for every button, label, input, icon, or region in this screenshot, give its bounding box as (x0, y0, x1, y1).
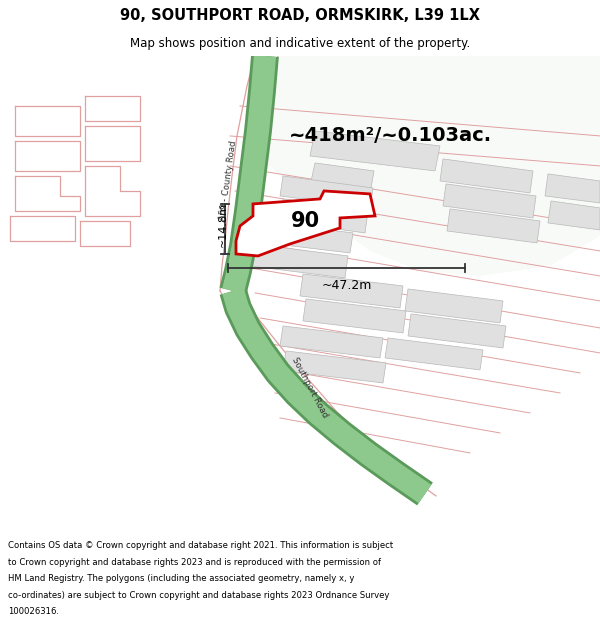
Polygon shape (283, 351, 386, 383)
Text: 90, SOUTHPORT ROAD, ORMSKIRK, L39 1LX: 90, SOUTHPORT ROAD, ORMSKIRK, L39 1LX (120, 8, 480, 23)
Text: co-ordinates) are subject to Crown copyright and database rights 2023 Ordnance S: co-ordinates) are subject to Crown copyr… (8, 591, 389, 599)
Polygon shape (250, 221, 353, 253)
Text: A59 - County Road: A59 - County Road (218, 141, 238, 221)
Text: HM Land Registry. The polygons (including the associated geometry, namely x, y: HM Land Registry. The polygons (includin… (8, 574, 354, 583)
Text: Southport Road: Southport Road (290, 356, 330, 419)
Polygon shape (245, 56, 600, 276)
Polygon shape (280, 326, 383, 358)
Polygon shape (250, 244, 348, 278)
Polygon shape (310, 131, 440, 171)
Polygon shape (405, 289, 503, 323)
Polygon shape (447, 209, 540, 243)
Text: Map shows position and indicative extent of the property.: Map shows position and indicative extent… (130, 37, 470, 50)
Text: 90: 90 (290, 211, 320, 231)
Polygon shape (236, 191, 375, 256)
Polygon shape (300, 274, 403, 308)
Polygon shape (408, 314, 506, 348)
Text: to Crown copyright and database rights 2023 and is reproduced with the permissio: to Crown copyright and database rights 2… (8, 558, 381, 567)
Polygon shape (548, 201, 600, 230)
Polygon shape (440, 159, 533, 193)
Text: Contains OS data © Crown copyright and database right 2021. This information is : Contains OS data © Crown copyright and d… (8, 541, 393, 551)
Polygon shape (443, 184, 536, 218)
Polygon shape (280, 176, 373, 208)
Polygon shape (225, 56, 600, 286)
Polygon shape (385, 338, 483, 370)
Text: ~14.8m: ~14.8m (218, 202, 228, 248)
Text: 100026316.: 100026316. (8, 607, 59, 616)
Text: ~47.2m: ~47.2m (322, 279, 371, 292)
Polygon shape (545, 174, 600, 203)
Text: ~418m²/~0.103ac.: ~418m²/~0.103ac. (289, 126, 491, 146)
Polygon shape (280, 199, 368, 233)
Polygon shape (310, 163, 374, 194)
Polygon shape (303, 299, 406, 333)
